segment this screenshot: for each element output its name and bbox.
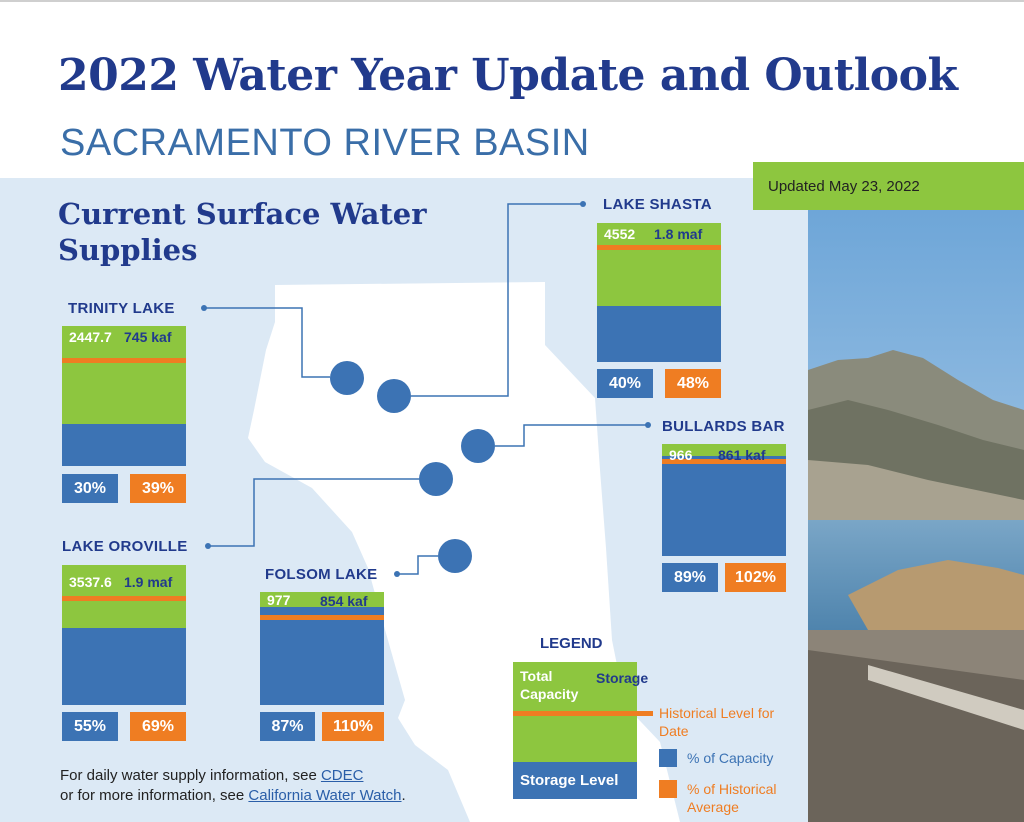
shasta-pct-capacity: 40% xyxy=(597,369,653,398)
section-title: Current Surface Water Supplies xyxy=(58,197,427,267)
storage-value: 854 kaf xyxy=(320,593,368,609)
storage-value: 745 kaf xyxy=(124,329,172,345)
historical-level-line xyxy=(62,358,186,363)
storage-value: 1.8 maf xyxy=(654,226,703,242)
trinity-pct-capacity: 30% xyxy=(62,474,118,503)
capacity-value: 966 xyxy=(669,447,693,463)
storage-fill xyxy=(62,424,186,466)
legend-total-capacity-label: Total Capacity xyxy=(520,668,579,702)
legend-historical-swatch xyxy=(659,780,677,798)
trinity-pct-historical: 39% xyxy=(130,474,186,503)
folsom-marker xyxy=(438,539,472,573)
capacity-value: 2447.7 xyxy=(69,329,112,345)
bullards-pct-historical: 102% xyxy=(725,563,786,592)
folsom-name: FOLSOM LAKE xyxy=(265,566,378,583)
legend-historical-label: Historical Level for Date xyxy=(659,705,775,739)
folsom-pct-capacity: 87% xyxy=(260,712,315,741)
oroville-marker xyxy=(419,462,453,496)
oroville-pct-capacity: 55% xyxy=(62,712,118,741)
capacity-value: 977 xyxy=(267,592,291,608)
shasta-bar: 4552 1.8 maf xyxy=(597,223,721,362)
legend-pct-historical-label: % of Historical Average xyxy=(687,781,777,815)
shasta-marker xyxy=(377,379,411,413)
historical-level-line xyxy=(260,615,384,620)
shasta-name: LAKE SHASTA xyxy=(603,196,712,213)
storage-fill xyxy=(597,306,721,362)
oroville-pct-historical: 69% xyxy=(130,712,186,741)
historical-level-line xyxy=(62,596,186,601)
capacity-value: 4552 xyxy=(604,226,636,242)
historical-level-line xyxy=(662,459,786,464)
page-title: 2022 Water Year Update and Outlook xyxy=(58,50,958,101)
bullards-marker xyxy=(461,429,495,463)
footer-line2-text: or for more information, see xyxy=(60,787,249,804)
bullards-name: BULLARDS BAR xyxy=(662,418,785,435)
shasta-pct-historical: 48% xyxy=(665,369,721,398)
historical-level-line xyxy=(597,245,721,250)
storage-fill xyxy=(62,628,186,705)
footer-line1-text: For daily water supply information, see xyxy=(60,767,321,784)
cdec-link[interactable]: CDEC xyxy=(320,767,364,784)
capacity-value: 3537.6 xyxy=(69,574,112,590)
folsom-bar: 977 854 kaf xyxy=(260,592,384,705)
legend-storage-level-label: Storage Level xyxy=(520,772,619,789)
legend-capacity-swatch xyxy=(659,749,677,767)
storage-value: 861 kaf xyxy=(718,447,766,463)
bullards-pct-capacity: 89% xyxy=(662,563,718,592)
california-water-watch-link[interactable]: California Water Watch xyxy=(248,787,402,804)
footer-text: For daily water supply information, see … xyxy=(60,766,406,806)
footer-period: . xyxy=(401,787,406,804)
storage-fill xyxy=(260,607,384,705)
trinity-bar: 2447.7 745 kaf xyxy=(62,326,186,466)
trinity-marker xyxy=(330,361,364,395)
legend-title: LEGEND xyxy=(540,635,603,652)
top-rule xyxy=(0,0,1024,2)
oroville-name: LAKE OROVILLE xyxy=(62,538,188,555)
updated-date-banner: Updated May 23, 2022 xyxy=(753,162,1024,210)
legend-storage-fill xyxy=(513,762,637,799)
legend-bar xyxy=(513,662,637,799)
legend-storage-label: Storage xyxy=(596,670,649,686)
storage-fill xyxy=(662,456,786,556)
bullards-bar: 966 861 kaf xyxy=(662,444,786,556)
page-subtitle: SACRAMENTO RIVER BASIN xyxy=(60,122,590,164)
storage-value: 1.9 maf xyxy=(124,574,173,590)
oroville-bar: 3537.6 1.9 maf xyxy=(62,565,186,705)
legend-pct-capacity-label: % of Capacity xyxy=(687,750,774,766)
folsom-pct-historical: 110% xyxy=(322,712,384,741)
legend-historical-line xyxy=(513,711,653,716)
lake-photo xyxy=(808,210,1024,822)
trinity-name: TRINITY LAKE xyxy=(68,300,175,317)
